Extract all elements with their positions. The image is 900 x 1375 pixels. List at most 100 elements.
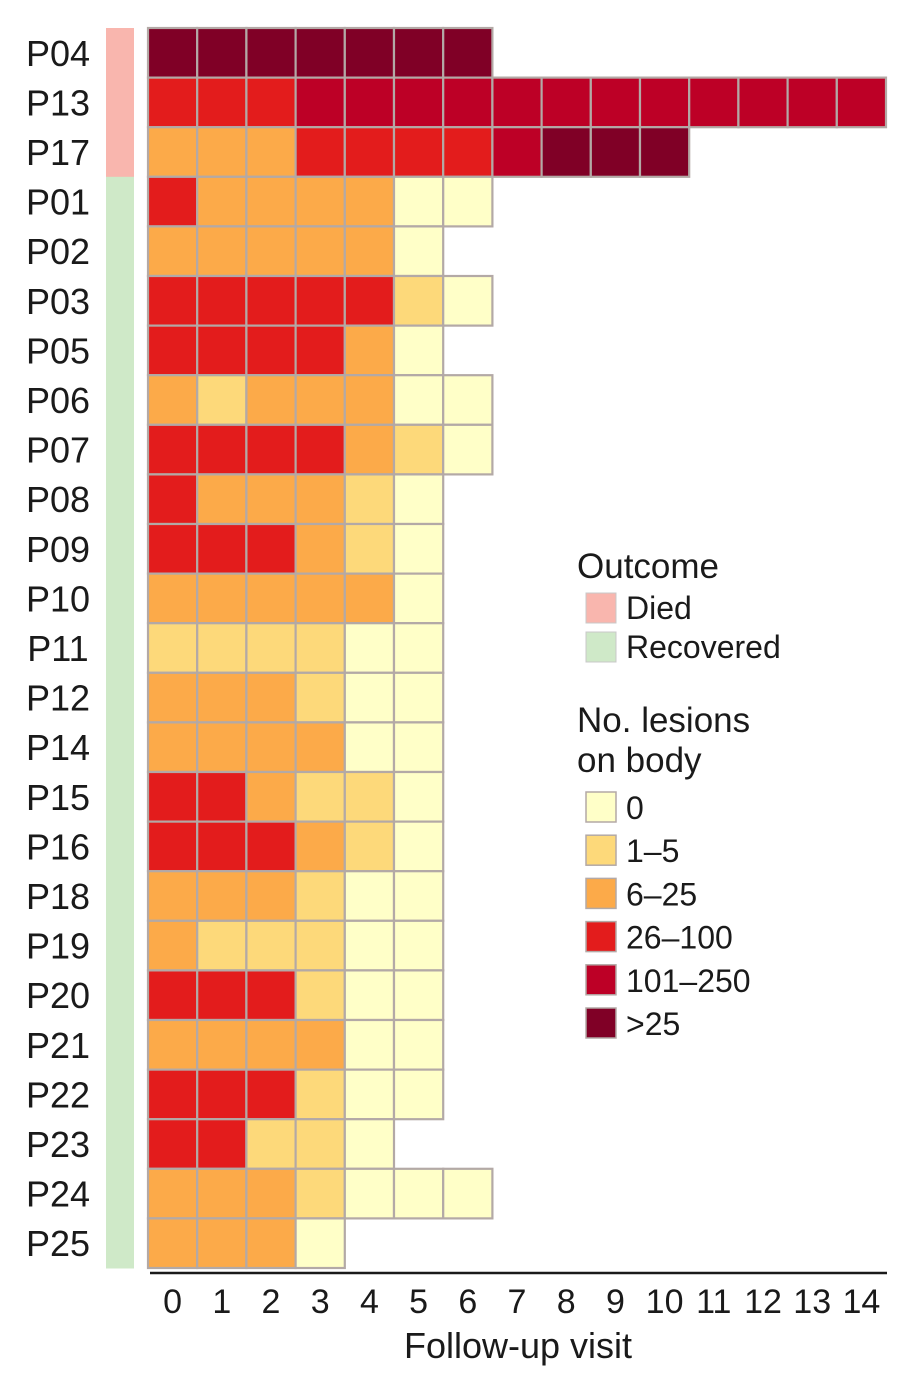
heatmap-cell — [146, 473, 199, 526]
heatmap-cell — [294, 622, 346, 674]
outcome-legend-label: Recovered — [626, 629, 781, 665]
lesion-legend-swatch — [585, 920, 617, 953]
outcome-bar-segment — [106, 672, 134, 723]
heatmap-cell — [786, 76, 838, 129]
heatmap-cell — [146, 1167, 199, 1220]
row-label: P01 — [26, 182, 90, 223]
row-label: P17 — [26, 132, 90, 173]
x-tick-label: 1 — [212, 1283, 231, 1321]
heatmap-cell — [196, 274, 248, 327]
lesion-legend-swatch — [585, 1007, 617, 1039]
heatmap-cell — [638, 76, 691, 129]
heatmap-cell — [392, 919, 445, 972]
heatmap-cell — [392, 274, 445, 327]
heatmap-cell — [392, 1068, 445, 1121]
heatmap-cell — [392, 225, 445, 278]
heatmap-cell — [146, 274, 199, 327]
lesion-legend-swatch — [585, 964, 617, 996]
heatmap-cell — [294, 770, 346, 823]
lesion-legend-label: 1–5 — [626, 833, 679, 869]
heatmap-cell — [245, 324, 297, 377]
x-tick-label: 7 — [508, 1283, 527, 1321]
heatmap-cell — [392, 76, 445, 129]
heatmap-cell — [294, 26, 346, 79]
heatmap-cell — [294, 969, 346, 1022]
heatmap-cell — [442, 423, 494, 476]
heatmap-cell — [146, 324, 199, 377]
heatmap-cell — [146, 870, 199, 922]
heatmap-cell — [294, 1018, 346, 1071]
heatmap-cell — [146, 721, 199, 774]
heatmap-cell — [146, 374, 199, 426]
row-label: P03 — [26, 281, 90, 322]
heatmap-cell — [343, 225, 396, 278]
heatmap-cell — [343, 26, 396, 79]
heatmap-cell — [196, 126, 248, 178]
x-tick-label: 5 — [409, 1283, 428, 1321]
outcome-bar-segment — [106, 325, 134, 376]
heatmap-cell — [343, 1018, 396, 1071]
x-tick-label: 11 — [696, 1283, 731, 1321]
heatmap-cell — [294, 126, 346, 178]
heatmap-cell — [294, 919, 346, 972]
heatmap-cell — [442, 274, 494, 327]
heatmap-cell — [343, 1068, 396, 1121]
heatmap-cell — [196, 969, 248, 1022]
heatmap-cell — [294, 1217, 346, 1270]
outcome-bar-segment — [106, 77, 134, 128]
heatmap-cell — [245, 26, 297, 79]
x-tick-label: 4 — [360, 1283, 379, 1321]
heatmap-cell — [196, 1068, 248, 1121]
lesion-legend-title: on body — [577, 741, 702, 780]
heatmap-cell — [294, 225, 346, 278]
heatmap-cell — [245, 76, 297, 129]
heatmap-cell — [245, 622, 297, 674]
heatmap-cell — [343, 671, 396, 724]
lesion-legend-label: 0 — [626, 790, 644, 826]
heatmap-cell — [294, 175, 346, 228]
row-label: P19 — [26, 926, 90, 967]
heatmap-cell — [343, 522, 396, 575]
row-label: P10 — [26, 578, 90, 619]
heatmap-cell — [245, 820, 297, 873]
outcome-bar-segment — [106, 474, 134, 525]
heatmap-cell — [392, 969, 445, 1022]
heatmap-cell — [343, 1118, 396, 1170]
heatmap-cell — [196, 1167, 248, 1220]
heatmap-cell — [737, 76, 789, 129]
heatmap-cell — [392, 870, 445, 922]
heatmap-cell — [196, 820, 248, 873]
outcome-bar-segment — [106, 871, 134, 922]
heatmap-cell — [146, 572, 199, 625]
heatmap-cell — [294, 274, 346, 327]
heatmap-cell — [196, 671, 248, 724]
heatmap-cell — [294, 1167, 346, 1220]
heatmap-cell — [196, 1217, 248, 1270]
outcome-bar-segment — [106, 722, 134, 773]
heatmap-cell — [146, 175, 199, 228]
heatmap-cell — [294, 870, 346, 922]
heatmap-cell — [245, 1068, 297, 1121]
x-tick-label: 3 — [311, 1283, 330, 1321]
outcome-bar — [106, 28, 134, 1269]
heatmap-cell — [294, 374, 346, 426]
heatmap-cell — [245, 1217, 297, 1270]
outcome-bar-segment — [106, 573, 134, 624]
outcome-legend-swatch — [585, 592, 617, 624]
x-tick-label: 10 — [646, 1283, 684, 1321]
heatmap-cell — [343, 1167, 396, 1220]
outcome-bar-segment — [106, 1168, 134, 1219]
heatmap-cell — [442, 374, 494, 426]
outcome-bar-segment — [106, 28, 134, 79]
heatmap-cell — [343, 175, 396, 228]
heatmap-cell — [343, 870, 396, 922]
heatmap-cell — [245, 572, 297, 625]
lesion-legend-swatch — [585, 834, 617, 866]
x-tick-label: 0 — [163, 1283, 182, 1321]
heatmap-cell — [245, 1118, 297, 1170]
heatmap-cell — [343, 473, 396, 526]
heatmap-cell — [589, 126, 642, 178]
heatmap-cell — [245, 870, 297, 922]
